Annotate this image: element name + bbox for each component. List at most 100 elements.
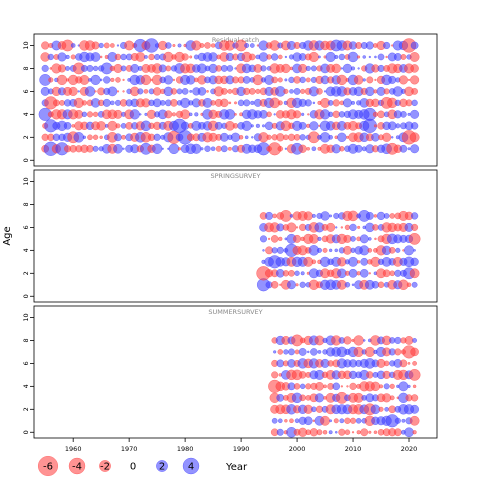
residual-bubble (115, 123, 121, 129)
residual-bubble (262, 249, 265, 252)
residual-bubble (412, 361, 417, 366)
residual-bubble (288, 348, 295, 356)
residual-bubble (409, 268, 420, 279)
residual-bubble (283, 134, 289, 141)
legend-bubble (182, 457, 200, 475)
residual-bubble (308, 51, 319, 62)
residual-bubble (278, 54, 283, 60)
residual-bubble (186, 75, 196, 85)
residual-bubble (289, 89, 294, 94)
residual-bubble (311, 213, 316, 218)
residual-bubble (333, 418, 339, 424)
residual-bubble (206, 90, 209, 93)
residual-bubble (71, 124, 75, 128)
residual-bubble (135, 52, 146, 62)
residual-bubble (110, 77, 115, 82)
residual-bubble (320, 415, 330, 426)
x-tick-label: 2020 (401, 445, 418, 453)
residual-bubble (411, 394, 419, 402)
residual-bubble (151, 143, 163, 154)
panel-frame (33, 33, 438, 167)
residual-bubble (382, 269, 391, 278)
residual-bubble (374, 237, 377, 241)
residual-bubble (401, 418, 406, 423)
residual-bubble (383, 213, 390, 219)
residual-bubble (408, 369, 421, 381)
residual-bubble (87, 134, 93, 141)
residual-bubble (227, 88, 233, 94)
residual-bubble (406, 282, 412, 287)
residual-bubble (346, 385, 349, 388)
residual-bubble (98, 42, 104, 49)
residual-bubble (284, 147, 287, 150)
residual-bubble (265, 211, 274, 220)
residual-bubble (311, 146, 317, 152)
y-axis-label: Age (2, 226, 13, 245)
residual-bubble (394, 417, 401, 424)
residual-bubble (409, 52, 420, 62)
residual-bubble (306, 147, 311, 151)
residual-bubble (219, 132, 229, 142)
residual-bubble (389, 383, 395, 389)
residual-bubble (362, 339, 366, 342)
residual-bubble (400, 111, 407, 118)
residual-bubble (70, 43, 76, 48)
residual-bubble (317, 236, 322, 241)
residual-bubble (41, 41, 50, 50)
residual-bubble (194, 112, 199, 117)
residual-bubble (326, 222, 336, 232)
residual-bubble (411, 223, 419, 231)
residual-bubble (260, 65, 267, 72)
residual-bubble (91, 41, 100, 50)
residual-bubble (407, 112, 411, 116)
residual-bubble (388, 247, 396, 254)
residual-bubble (316, 88, 323, 95)
residual-bubble (353, 75, 364, 85)
residual-bubble (74, 109, 84, 119)
residual-bubble (398, 75, 408, 85)
residual-bubble (411, 212, 419, 220)
y-tick-label: 2 (22, 135, 30, 139)
residual-bubble (99, 135, 103, 140)
residual-bubble (387, 121, 397, 131)
residual-bubble (293, 134, 301, 141)
residual-bubble (411, 99, 418, 107)
residual-bubble (364, 346, 375, 357)
residual-bubble (373, 430, 378, 435)
residual-bubble (318, 55, 321, 59)
residual-bubble (120, 53, 127, 61)
residual-bubble (103, 76, 111, 84)
residual-bubble (59, 100, 65, 106)
residual-bubble (90, 52, 101, 62)
y-tick-label: 6 (22, 89, 30, 93)
residual-bubble (357, 260, 361, 264)
panel-title: SPRINGSURVEY (211, 172, 261, 180)
residual-bubble (259, 235, 267, 243)
residual-bubble (283, 349, 289, 355)
residual-bubble (143, 89, 149, 94)
residual-bubble (294, 418, 300, 424)
y-tick-label: 0 (22, 158, 30, 162)
residual-bubble (323, 384, 327, 389)
residual-bubble (81, 100, 88, 106)
residual-bubble (65, 66, 70, 71)
residual-bubble (241, 120, 252, 131)
residual-bubble (114, 53, 122, 61)
residual-bubble (378, 406, 384, 412)
legend-label: 2 (159, 462, 165, 473)
residual-bubble (116, 90, 120, 93)
residual-bubble (362, 78, 366, 82)
legend-label: -6 (43, 462, 53, 473)
residual-bubble (357, 55, 361, 59)
residual-bubble (413, 249, 416, 252)
residual-bubble (293, 110, 302, 119)
residual-bubble (293, 234, 302, 243)
residual-bubble (120, 123, 127, 129)
residual-bubble (295, 226, 299, 229)
residual-bubble (298, 371, 307, 379)
residual-bubble (164, 110, 173, 119)
residual-bubble (351, 431, 355, 434)
y-tick-label: 8 (22, 202, 30, 206)
residual-bubble (338, 428, 346, 436)
residual-bubble (110, 100, 115, 106)
